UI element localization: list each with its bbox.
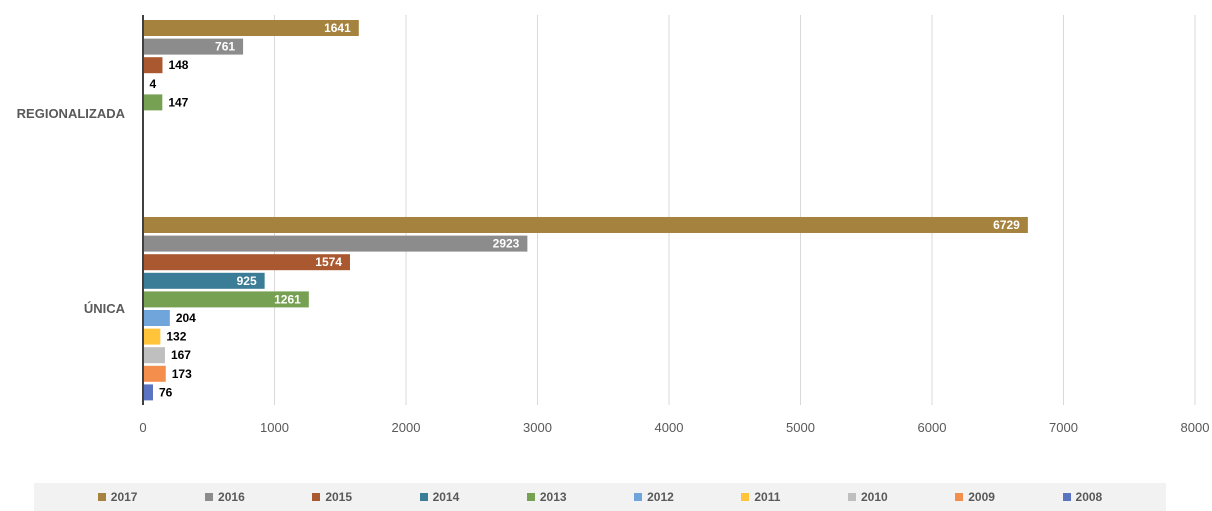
bar [143,365,166,382]
data-label: 1574 [315,255,342,269]
legend-swatch [634,493,643,501]
data-label: 4 [150,77,157,91]
x-tick-label: 3000 [523,420,552,435]
bar [143,291,309,308]
x-axis-ticks: 0 1000 2000 3000 4000 5000 6000 7000 8000 [139,420,1209,435]
legend-item: 2009 [955,490,995,504]
bar [143,272,265,289]
legend-swatch [205,493,214,501]
legend-swatch [97,493,106,501]
data-label: 1261 [274,292,301,306]
bar [143,384,153,401]
legend: 2017 2016 2015 2014 2013 2012 2011 2010 2009 2008 [34,483,1166,511]
data-label: 204 [176,311,196,325]
legend-item: 2008 [1062,490,1103,504]
bar [143,38,244,55]
data-label: 761 [215,40,235,54]
legend-swatch [419,493,428,501]
bar [143,328,161,345]
data-label: 132 [166,330,186,344]
legend-label: 2016 [218,490,245,504]
data-label: 925 [237,274,257,288]
bar-chart: 1641 761 148 4 147 6729 2923 1574 925 1261 204 132 1… [17,15,1209,435]
x-tick-label: 5000 [786,420,815,435]
bar [143,94,163,111]
x-tick-label: 7000 [1049,420,1078,435]
legend-item: 2014 [419,490,460,504]
legend-item: 2012 [634,490,674,504]
legend-swatch [526,493,535,501]
legend-label: 2017 [110,490,138,504]
data-label: 76 [159,385,173,399]
value-labels: 1641 761 148 4 147 6729 2923 1574 925 1261 204 132 1… [150,21,1021,399]
bars [143,20,1028,401]
x-tick-label: 2000 [392,420,421,435]
bar [143,310,170,326]
bar [143,235,528,252]
legend-swatch [312,493,321,501]
bar [143,57,163,74]
legend-swatch [847,493,856,501]
x-tick-label: 8000 [1181,420,1210,435]
legend-label: 2014 [432,490,460,504]
data-label: 2923 [493,237,520,251]
bar [143,254,350,271]
legend-label: 2009 [968,490,995,504]
category-label: REGIONALIZADA [17,106,126,121]
legend-label: 2010 [860,490,888,504]
data-label: 167 [171,348,191,362]
bar [143,347,165,364]
category-label: ÚNICA [84,301,126,316]
legend-swatch [955,493,964,501]
legend-label: 2008 [1075,490,1103,504]
bar [143,217,1028,233]
data-label: 148 [168,58,188,72]
legend-item: 2013 [526,490,567,504]
x-tick-label: 0 [139,420,146,435]
bar [143,20,359,36]
legend-item: 2010 [847,490,888,504]
data-label: 147 [168,95,188,109]
x-tick-label: 4000 [655,420,684,435]
legend-swatch [1062,493,1071,501]
legend-item: 2015 [312,490,352,504]
data-label: 173 [172,367,192,381]
x-tick-label: 6000 [918,420,947,435]
x-tick-label: 1000 [260,420,289,435]
data-label: 6729 [993,218,1020,232]
legend-label: 2015 [325,490,353,504]
legend-item: 2011 [741,490,780,504]
legend-item: 2016 [205,490,245,504]
data-label: 1641 [324,21,351,35]
legend-label: 2013 [539,490,567,504]
legend-swatch [741,493,750,501]
legend-label: 2011 [754,490,781,504]
category-labels: REGIONALIZADA ÚNICA [17,106,126,316]
legend-label: 2012 [647,490,674,504]
gridlines [274,15,1196,405]
legend-item: 2017 [97,490,138,504]
